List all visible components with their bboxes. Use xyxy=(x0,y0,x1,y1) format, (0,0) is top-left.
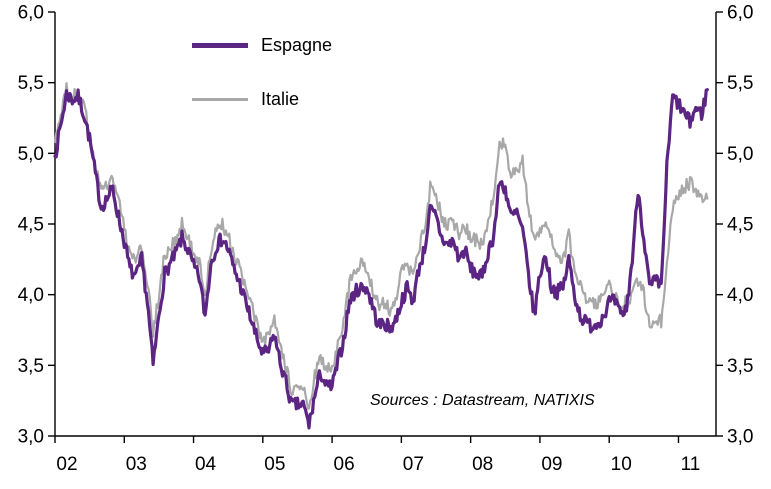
y-tick-label-right: 5,0 xyxy=(727,144,753,165)
x-tick-label: 11 xyxy=(681,454,701,475)
x-tick-label: 08 xyxy=(472,454,493,475)
x-tick-label: 06 xyxy=(334,454,355,475)
italie-line xyxy=(53,82,709,410)
y-tick-label-left: 6,0 xyxy=(18,3,44,24)
y-tick-label-left: 3,0 xyxy=(18,427,44,448)
y-tick-label-left: 5,5 xyxy=(18,73,44,94)
x-tick-label: 02 xyxy=(56,454,77,475)
y-tick-label-right: 4,0 xyxy=(727,285,753,306)
y-tick-label-right: 3,0 xyxy=(727,427,753,448)
y-tick-label-right: 3,5 xyxy=(727,356,753,377)
x-tick-label: 09 xyxy=(541,454,562,475)
x-tick-label: 05 xyxy=(264,454,285,475)
legend-item-italie: Italie xyxy=(192,87,332,111)
x-tick-label: 04 xyxy=(195,454,217,475)
chart-legend: Espagne Italie xyxy=(192,33,332,111)
y-tick-label-right: 6,0 xyxy=(727,3,753,24)
legend-item-espagne: Espagne xyxy=(192,33,332,57)
y-tick-label-left: 3,5 xyxy=(18,356,44,377)
legend-label-italie: Italie xyxy=(261,89,300,109)
legend-label-espagne: Espagne xyxy=(261,35,333,55)
y-tick-label-right: 5,5 xyxy=(727,73,753,94)
espagne-line-swatch xyxy=(192,42,248,48)
y-tick-label-left: 4,5 xyxy=(18,215,44,236)
espagne-line xyxy=(53,88,709,430)
x-tick-label: 07 xyxy=(403,454,424,475)
y-tick-label-left: 4,0 xyxy=(18,285,44,306)
y-tick-label-left: 5,0 xyxy=(18,144,44,165)
x-tick-label: 03 xyxy=(126,454,147,475)
source-note: Sources : Datastream, NATIXIS xyxy=(370,392,595,409)
italie-line-swatch xyxy=(192,97,248,101)
x-tick-label: 10 xyxy=(611,454,632,475)
y-tick-label-right: 4,5 xyxy=(727,215,753,236)
